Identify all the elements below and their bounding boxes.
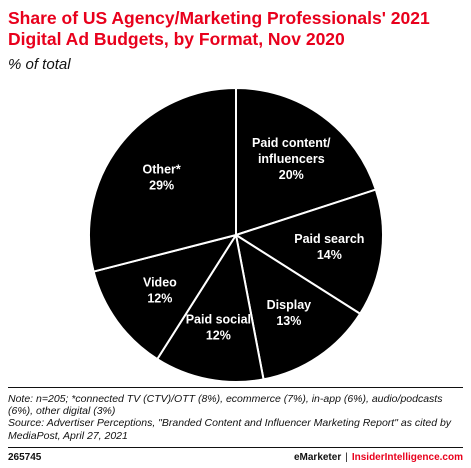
slice-category-label: Paid search [294,232,364,246]
pie-slice [235,86,378,237]
pie-slice [233,188,384,316]
slice-category-label: Video [143,275,177,289]
brand-credit: eMarketer | InsiderIntelligence.com [294,452,463,464]
footnote-note: Note: n=205; *connected TV (CTV)/OTT (8%… [8,393,443,418]
brand-separator: | [345,452,348,463]
slice-label: Paid social 12% [186,312,251,342]
slice-label: Display 13% [267,298,312,328]
slice-value-label: 29% [149,178,174,192]
slice-value-label: 12% [147,291,172,305]
slice-value-label: 14% [317,248,342,262]
chart-subtitle: % of total [8,56,71,73]
slice-category-label: Other* [143,162,181,176]
slice-value-label: 12% [206,328,231,342]
footer-bottom-divider [8,447,463,448]
footer-divider [8,387,463,388]
chart-title: Share of US Agency/Marketing Professiona… [8,8,430,49]
pie-slice [88,86,237,273]
footnote-source: Source: Advertiser Perceptions, "Branded… [8,417,452,442]
pie-slice [155,232,265,383]
pie-slice [234,232,362,381]
slice-category-label: Paid content/ [252,136,331,150]
footnote: Note: n=205; *connected TV (CTV)/OTT (8%… [8,393,463,442]
slice-label: Other* 29% [143,162,181,192]
pie-slice [92,233,239,361]
slice-label: Paid content/influencers 20% [252,136,331,182]
slice-label: Video 12% [143,275,177,305]
brand-emarketer: eMarketer [293,452,342,463]
slice-value-label: 20% [279,168,304,182]
slice-label: Paid search 14% [294,232,364,262]
slice-category-label: Paid social [186,312,251,326]
chart-id: 265745 [8,452,42,463]
brand-insider-link[interactable]: InsiderIntelligence.com [351,452,463,463]
slice-value-label: 13% [276,314,301,328]
slice-category-label: Display [267,298,312,312]
pie-chart: Paid content/influencers 20% Paid search 14… [88,86,384,383]
slice-category-label: influencers [258,152,325,166]
